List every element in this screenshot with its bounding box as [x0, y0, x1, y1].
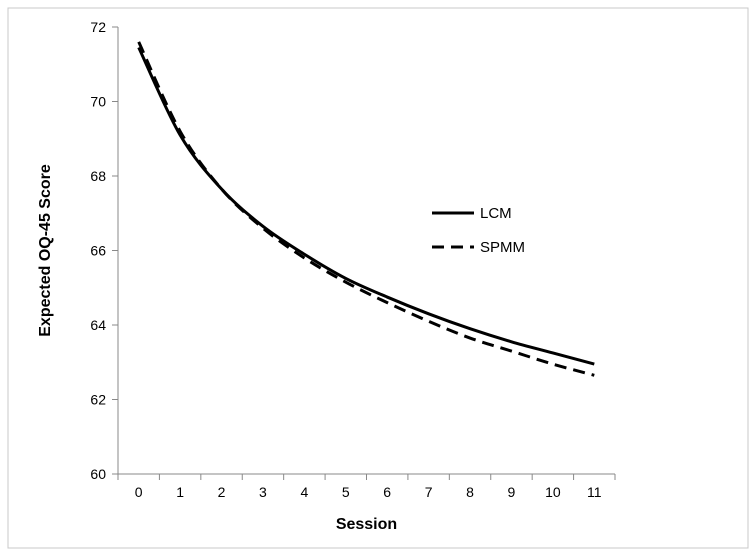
chart-border — [7, 7, 749, 549]
series-line-lcm — [137, 46, 595, 366]
x-tick-label: 2 — [218, 484, 226, 500]
y-tick-label: 70 — [90, 94, 106, 110]
x-tick-label: 0 — [135, 484, 143, 500]
legend: LCM SPMM — [432, 205, 525, 256]
x-tick-label: 3 — [259, 484, 267, 500]
x-tick-label: 11 — [587, 484, 602, 500]
y-axis-title: Expected OQ-45 Score — [37, 164, 54, 337]
x-tick-label: 7 — [425, 484, 433, 500]
axes: 60 62 64 66 68 70 72 0 1 2 3 4 5 6 7 8 9 10 11 — [90, 19, 616, 500]
x-tick-label: 5 — [342, 484, 350, 500]
y-tick-label: 62 — [90, 392, 106, 408]
legend-label: SPMM — [480, 239, 525, 256]
x-tick-label: 4 — [300, 484, 308, 500]
y-tick-label: 60 — [90, 466, 106, 482]
x-tick-label: 8 — [466, 484, 474, 500]
y-tick-label: 68 — [90, 168, 106, 184]
y-tick-label: 64 — [90, 317, 106, 333]
x-tick-label: 10 — [545, 484, 561, 500]
series-layer — [137, 41, 595, 377]
y-tick-label: 66 — [90, 243, 106, 259]
x-tick-label: 6 — [383, 484, 391, 500]
x-tick-label: 1 — [176, 484, 184, 500]
y-tick-label: 72 — [90, 19, 106, 35]
x-tick-label: 9 — [508, 484, 516, 500]
x-axis-title: Session — [336, 516, 397, 533]
legend-label: LCM — [480, 205, 512, 222]
